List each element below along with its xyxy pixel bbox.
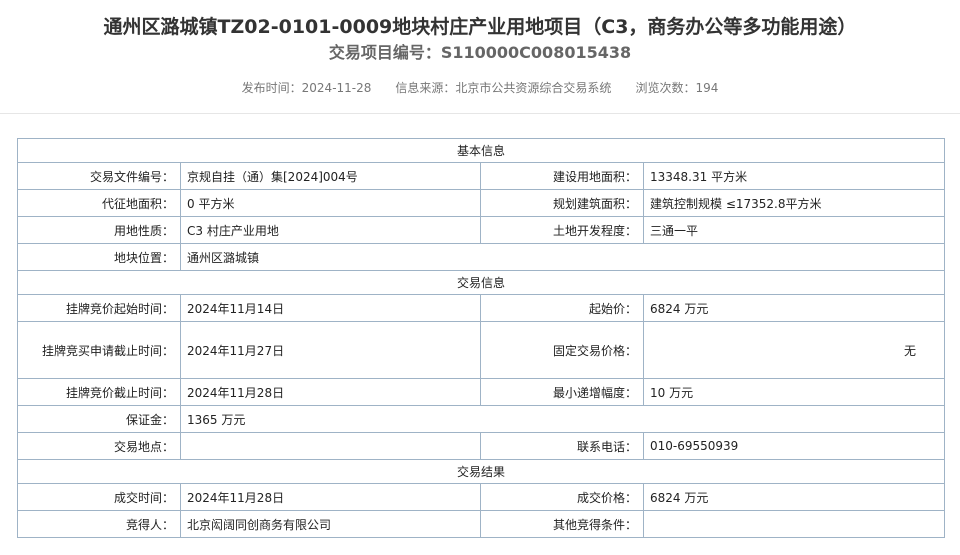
field-value: 2024年11月28日 [180, 483, 481, 511]
meta-value: 194 [695, 81, 719, 95]
field-value: 6824 万元 [642, 294, 946, 322]
field-value [180, 432, 481, 460]
info-row: 保证金： 1365 万元 [17, 405, 946, 433]
field-label: 成交价格： [480, 483, 644, 511]
meta-line: 发布时间：2024-11-28 信息来源：北京市公共资源综合交易系统 浏览次数：19… [0, 79, 960, 96]
field-label: 最小递增幅度： [480, 378, 644, 406]
field-value: 2024年11月28日 [180, 378, 481, 406]
field-label: 规划建筑面积： [480, 189, 644, 217]
field-value: 1365 万元 [179, 405, 946, 433]
info-row: 代征地面积： 0 平方米 规划建筑面积： 建筑控制规模 ≤17352.8平方米 [17, 189, 946, 217]
section-title: 交易结果 [16, 459, 946, 484]
section-title: 基本信息 [16, 138, 946, 163]
meta-item: 信息来源：北京市公共资源综合交易系统 [395, 81, 611, 95]
field-value: 010-69550939 [642, 432, 946, 460]
meta-value: 2024-11-28 [301, 81, 372, 95]
info-row: 挂牌竞价起始时间： 2024年11月14日 起始价： 6824 万元 [17, 294, 946, 322]
field-label: 交易地点： [17, 432, 181, 460]
field-label: 代征地面积： [17, 189, 181, 217]
info-row: 挂牌竞价截止时间： 2024年11月28日 最小递增幅度： 10 万元 [17, 378, 946, 406]
section-row: 交易信息 [16, 270, 946, 295]
info-row: 挂牌竞买申请截止时间： 2024年11月27日 固定交易价格：无 [17, 321, 946, 379]
field-label: 挂牌竞价截止时间： [17, 378, 181, 406]
field-label: 起始价： [480, 294, 644, 322]
field-label: 用地性质： [17, 216, 181, 244]
info-row: 用地性质： C3 村庄产业用地 土地开发程度： 三通一平 [17, 216, 946, 244]
field-value: 通州区潞城镇 [179, 243, 946, 271]
meta-value: 北京市公共资源综合交易系统 [455, 81, 612, 95]
field-label: 其他竞得条件： [480, 510, 644, 538]
meta-label: 浏览次数： [635, 81, 696, 95]
field-value: 0 平方米 [180, 189, 481, 217]
field-value: 三通一平 [642, 216, 946, 244]
field-label: 成交时间： [17, 483, 181, 511]
page-title: 通州区潞城镇TZ02-0101-0009地块村庄产业用地项目（C3，商务办公等多… [103, 16, 857, 38]
project-number: 交易项目编号：S110000C008015438 [328, 43, 632, 62]
field-label: 竞得人： [17, 510, 181, 538]
info-row: 竞得人： 北京闳阔同创商务有限公司 其他竞得条件： [17, 510, 946, 538]
field-value: 2024年11月27日 [180, 321, 481, 379]
meta-label: 信息来源： [395, 81, 456, 95]
field-value: 10 万元 [642, 378, 946, 406]
field-value: C3 村庄产业用地 [180, 216, 481, 244]
field-label: 固定交易价格： [480, 321, 644, 379]
field-label: 挂牌竞买申请截止时间： [17, 321, 181, 379]
field-value: 无 [642, 321, 946, 379]
info-row: 地块位置： 通州区潞城镇 [17, 243, 946, 271]
field-label: 土地开发程度： [480, 216, 644, 244]
meta-label: 发布时间： [241, 81, 302, 95]
field-value: 2024年11月14日 [180, 294, 481, 322]
field-value: 13348.31 平方米 [642, 162, 946, 190]
separator [0, 113, 960, 114]
field-value: 建筑控制规模 ≤17352.8平方米 [642, 189, 946, 217]
info-row: 成交时间： 2024年11月28日 成交价格： 6824 万元 [17, 483, 946, 511]
field-label: 保证金： [17, 405, 181, 433]
field-value [642, 510, 946, 538]
field-value: 北京闳阔同创商务有限公司 [180, 510, 481, 538]
meta-item: 浏览次数：194 [635, 81, 718, 95]
field-value: 京规自挂（通）集[2024]004号 [180, 162, 481, 190]
section-title: 交易信息 [16, 270, 946, 295]
meta-item: 发布时间：2024-11-28 [242, 81, 372, 95]
field-label: 建设用地面积： [480, 162, 644, 190]
field-label: 交易文件编号： [17, 162, 181, 190]
field-label: 联系电话： [480, 432, 644, 460]
section-row: 交易结果 [16, 459, 946, 484]
field-label: 挂牌竞价起始时间： [17, 294, 181, 322]
field-value: 6824 万元 [642, 483, 946, 511]
info-table: 基本信息 交易文件编号： 京规自挂（通）集[2024]004号 建设用地面积： 1334… [16, 138, 946, 538]
field-label: 地块位置： [17, 243, 181, 271]
section-row: 基本信息 [16, 138, 946, 163]
info-row: 交易地点： 联系电话： 010-69550939 [17, 432, 946, 460]
info-row: 交易文件编号： 京规自挂（通）集[2024]004号 建设用地面积： 13348.31… [17, 162, 946, 190]
